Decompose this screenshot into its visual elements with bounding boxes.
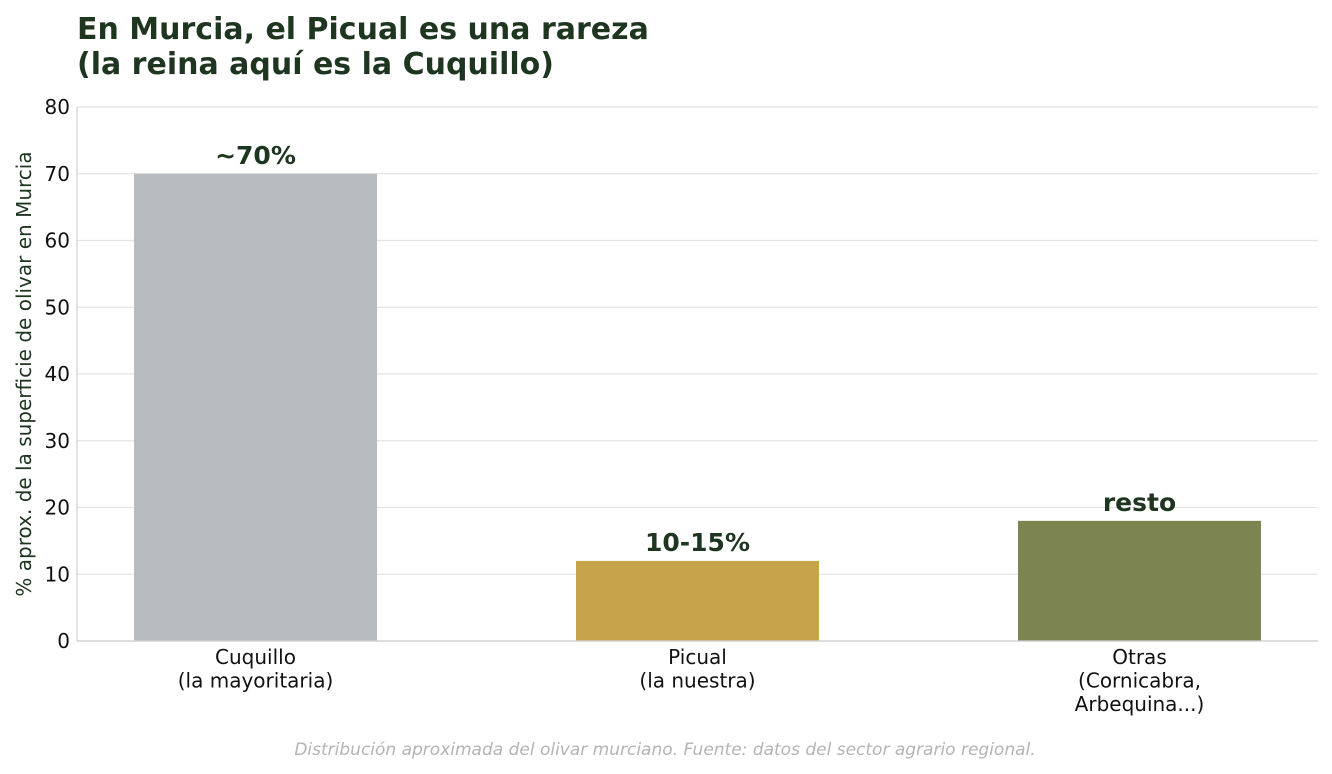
bar [1018, 520, 1261, 641]
x-tick-label: Cuquillo [215, 645, 296, 669]
x-tick-label: (la mayoritaria) [178, 669, 334, 693]
y-axis-label: % aprox. de la superficie de olivar en M… [12, 151, 36, 596]
x-tick-label: Arbequina...) [1075, 692, 1205, 716]
x-tick-label: Picual [668, 645, 727, 669]
x-tick-labels: Cuquillo(la mayoritaria) Picual(la nuestr… [178, 645, 1205, 716]
data-label: 10-15% [645, 528, 750, 557]
data-label: ~70% [215, 141, 296, 170]
y-tick-label: 20 [45, 496, 70, 520]
data-label: resto [1103, 488, 1176, 517]
y-tick-label: 60 [45, 229, 70, 253]
chart-caption: Distribución aproximada del olivar murci… [294, 740, 1035, 760]
chart-title-line-2: (la reina aquí es la Cuquillo) [77, 47, 554, 82]
bar [576, 560, 819, 641]
y-tick-labels: 0 10 20 30 40 50 60 70 80 [45, 95, 70, 653]
y-tick-label: 10 [45, 562, 70, 586]
chart-title-line-1: En Murcia, el Picual es una rareza [77, 12, 649, 47]
x-tick-label: Otras [1112, 645, 1166, 669]
bar [134, 173, 377, 641]
x-tick-label: (Cornicabra, [1078, 669, 1201, 693]
x-tick-label: (la nuestra) [639, 669, 755, 693]
y-tick-label: 80 [45, 95, 70, 119]
y-tick-label: 30 [45, 429, 70, 453]
bars [134, 173, 1261, 641]
data-labels: ~70% 10-15% resto [215, 141, 1176, 557]
y-tick-label: 40 [45, 362, 70, 386]
y-tick-label: 50 [45, 295, 70, 319]
y-tick-label: 70 [45, 162, 70, 186]
y-tick-label: 0 [57, 629, 70, 653]
